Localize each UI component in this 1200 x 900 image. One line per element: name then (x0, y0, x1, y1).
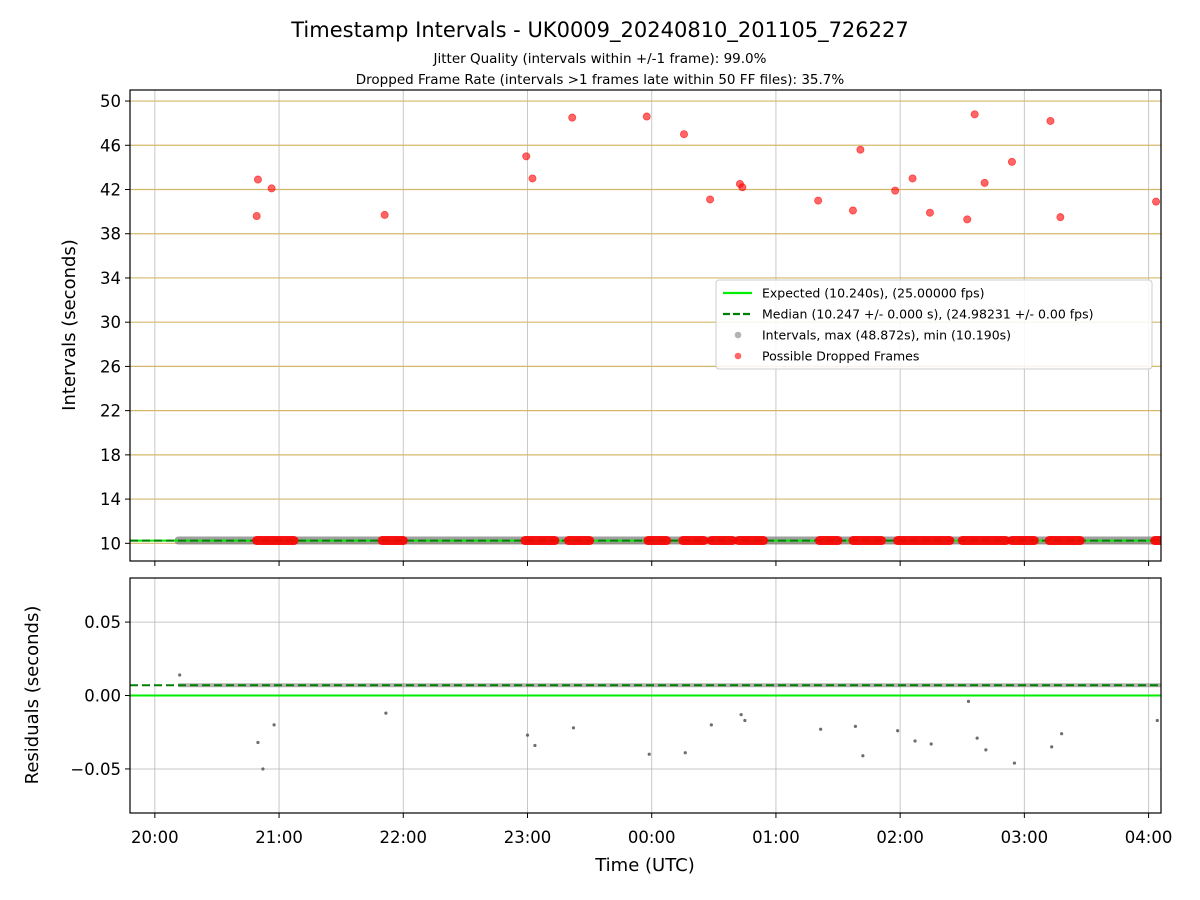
top-panel-y-tick-label: 42 (100, 181, 121, 200)
residual-point (384, 711, 388, 715)
x-tick-label: 04:00 (1125, 828, 1173, 847)
dropped-frame-point (1007, 157, 1016, 166)
x-tick-label: 20:00 (131, 828, 179, 847)
x-tick-label: 23:00 (504, 828, 552, 847)
dropped-frame-point (970, 110, 979, 119)
legend-box (715, 279, 1153, 370)
legend-label: Intervals, max (48.872s), min (10.190s) (762, 328, 1011, 343)
residual-point (913, 739, 917, 743)
top-panel-y-tick-label: 22 (100, 402, 121, 421)
x-tick-label: 02:00 (876, 828, 924, 847)
top-panel-y-tick-label: 50 (100, 92, 121, 111)
legend-label: Possible Dropped Frames (762, 349, 919, 364)
legend-marker-dot (734, 331, 742, 339)
bottom-panel-y-tick-label: 0.05 (84, 613, 121, 632)
residual-point (896, 729, 900, 733)
residual-point (178, 673, 182, 677)
legend-marker-dot (734, 352, 742, 360)
dropped-frame-point (568, 113, 577, 122)
dropped-frame-point (253, 175, 262, 184)
dropped-frame-point (1046, 116, 1055, 125)
dropped-frame-point (642, 112, 651, 121)
top-panel-y-tick-label: 10 (100, 534, 121, 553)
residual-point (571, 726, 576, 730)
legend-label: Median (10.247 +/- 0.000 s), (24.98231 +… (762, 307, 1093, 322)
residual-point (975, 736, 979, 740)
top-panel-y-tick-label: 14 (100, 490, 121, 509)
legend: Expected (10.240s), (25.00000 fps) Median… (715, 279, 1153, 370)
residual-point (966, 699, 971, 703)
dropped-frame-point (528, 174, 537, 183)
residual-point (272, 723, 276, 727)
top-panel-y-tick-label: 30 (100, 313, 121, 332)
chart-subtitle-jitter: Jitter Quality (intervals within +/-1 fr… (433, 51, 767, 67)
dropped-frame-point (1152, 197, 1161, 206)
dropped-frame-point (856, 145, 865, 154)
dropped-frame-point (1056, 213, 1065, 222)
dropped-frame-point (252, 212, 261, 221)
dropped-frame-point (925, 208, 934, 217)
plot-layer: 10 14 18 22 26 30 34 38 42 46 50 Expected (10.240s)… (70, 89, 1173, 847)
dropped-frame-point (680, 130, 689, 139)
dropped-frame-point (848, 206, 857, 215)
residual-point (709, 723, 713, 727)
top-panel-frame (129, 89, 1162, 562)
residual-point (647, 752, 651, 756)
top-panel-y-tick-label: 34 (100, 269, 121, 288)
x-tick-label: 21:00 (255, 828, 303, 847)
residual-point (929, 742, 933, 746)
top-panel-y-tick-label: 18 (100, 446, 121, 465)
chart-title: Timestamp Intervals - UK0009_20240810_20… (290, 18, 909, 43)
bottom-panel-y-tick-label: −0.05 (70, 760, 121, 779)
residual-point (683, 751, 687, 755)
dropped-frame-point (380, 210, 389, 219)
residual-point (1155, 718, 1159, 723)
residual-point (853, 724, 858, 728)
residual-point (984, 748, 988, 752)
residual-point (256, 740, 260, 745)
dropped-frame-point (980, 178, 989, 187)
chart-subtitle-dropped-rate: Dropped Frame Rate (intervals >1 frames … (356, 72, 845, 88)
bottom-panel-y-axis-label: Residuals (seconds) (22, 606, 43, 785)
residual-point (861, 754, 865, 758)
residual-point (261, 767, 265, 771)
legend-label: Expected (10.240s), (25.00000 fps) (762, 286, 984, 301)
top-panel-y-axis-label: Intervals (seconds) (59, 239, 80, 411)
dropped-frame-point (814, 196, 823, 205)
dropped-frame-point (738, 183, 747, 192)
bottom-panel-plot-area (130, 578, 1161, 813)
top-panel-y-tick-label: 46 (100, 136, 121, 155)
dropped-frame-point (267, 184, 276, 193)
residual-point (819, 727, 823, 731)
top-panel-y-tick-label: 38 (100, 225, 121, 244)
x-tick-label: 01:00 (752, 828, 800, 847)
residual-point (533, 743, 537, 748)
dropped-frame-point (908, 174, 917, 183)
bottom-panel-y-tick-label: 0.00 (84, 687, 121, 706)
x-tick-label: 00:00 (628, 828, 676, 847)
dropped-frame-point (522, 152, 531, 161)
dropped-frame-point (706, 195, 715, 204)
dropped-frame-point (891, 186, 900, 195)
residual-point (743, 718, 747, 723)
residual-point (1050, 745, 1054, 749)
residual-point (525, 733, 530, 737)
top-panel-y-tick-label: 26 (100, 357, 121, 376)
residual-point (1012, 761, 1017, 765)
x-tick-label: 03:00 (1001, 828, 1049, 847)
residual-point (1060, 732, 1064, 736)
residual-point (739, 712, 743, 717)
x-tick-label: 22:00 (379, 828, 427, 847)
x-axis-label: Time (UTC) (594, 855, 695, 876)
dropped-frame-point (963, 215, 972, 224)
